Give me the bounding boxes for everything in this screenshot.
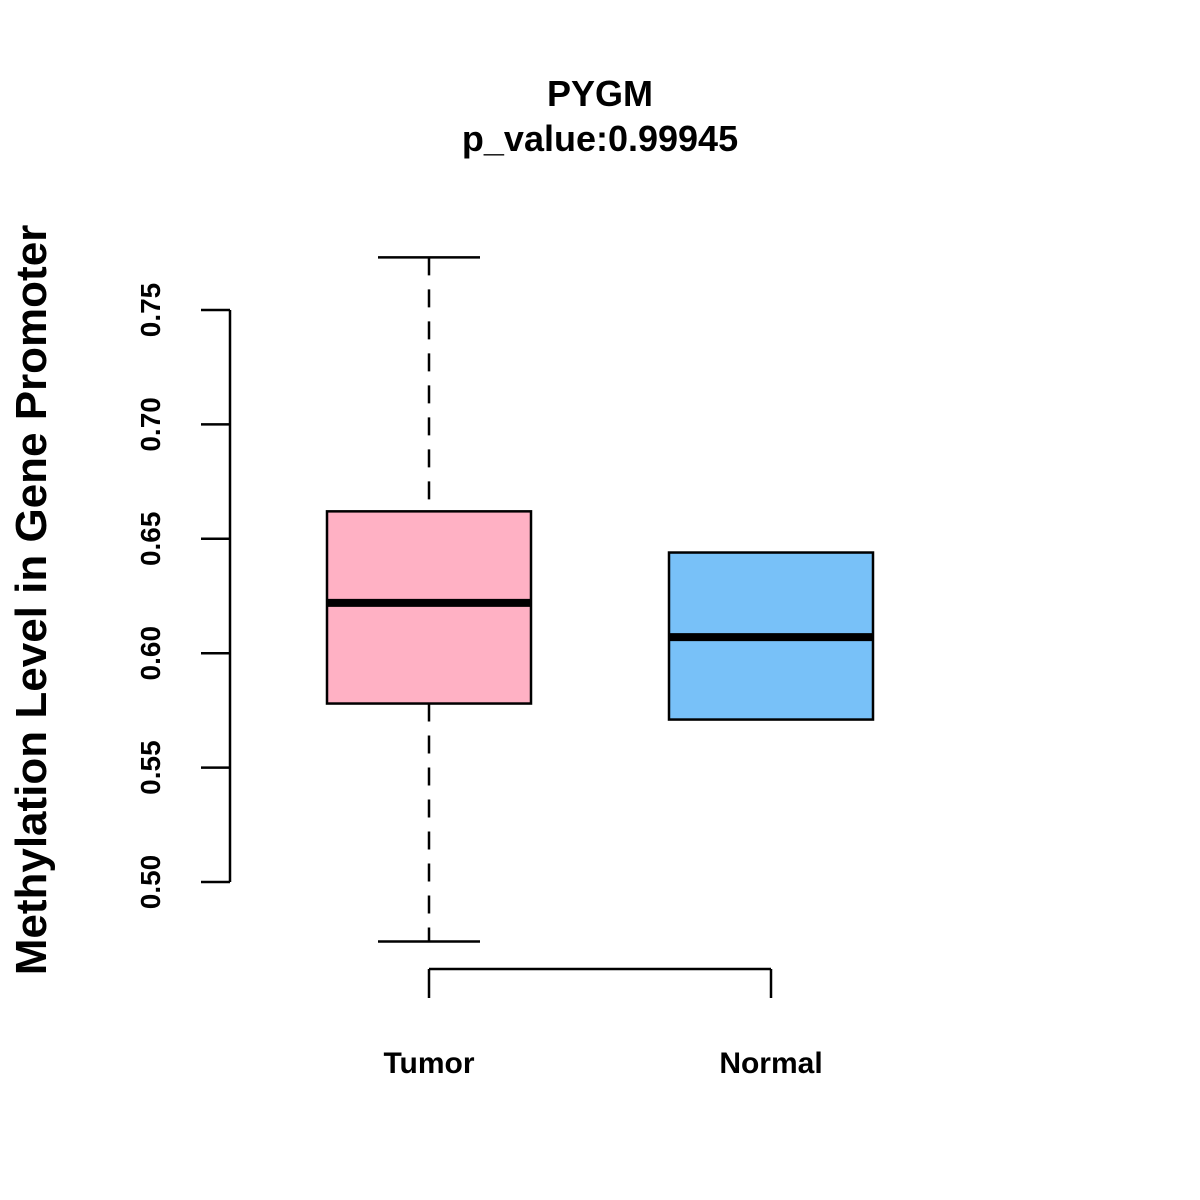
chart-title: PYGM — [547, 73, 653, 114]
chart-subtitle: p_value:0.99945 — [462, 118, 738, 159]
box-tumor — [325, 256, 533, 943]
y-tick-label: 0.55 — [135, 740, 166, 795]
x-tick-label-normal: Normal — [719, 1047, 822, 1080]
y-axis: 0.50 0.55 0.60 0.65 0.70 0.75 — [135, 283, 232, 910]
x-axis: Tumor Normal — [383, 967, 823, 1080]
y-tick-label: 0.75 — [135, 283, 166, 338]
x-tick-label-tumor: Tumor — [383, 1047, 474, 1080]
y-axis-label: Methylation Level in Gene Promoter — [7, 225, 56, 976]
y-tick-label: 0.60 — [135, 626, 166, 681]
y-tick-label: 0.50 — [135, 855, 166, 910]
iqr-box — [325, 510, 533, 705]
boxes — [325, 256, 875, 943]
y-tick-label: 0.65 — [135, 512, 166, 567]
box-normal — [667, 551, 875, 721]
y-tick-label: 0.70 — [135, 397, 166, 452]
